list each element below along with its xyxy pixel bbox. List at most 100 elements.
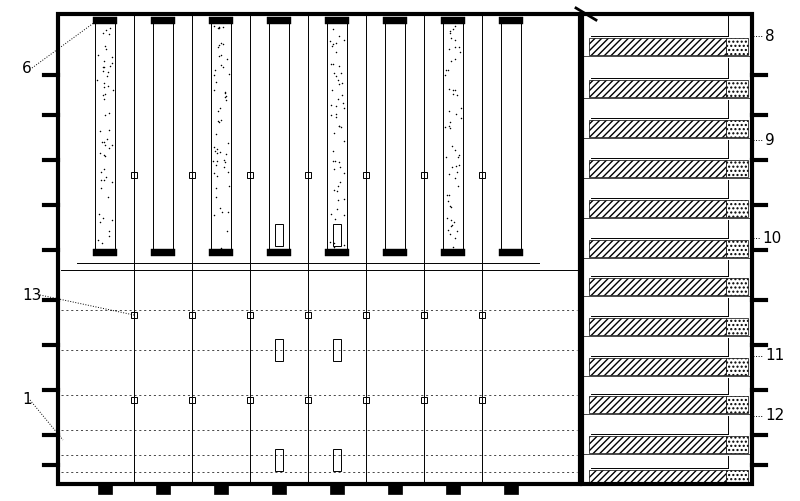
Bar [267, 249, 291, 256]
Point [218, 158, 231, 166]
Bar [589, 358, 726, 375]
Point [325, 101, 338, 109]
Point [207, 143, 220, 151]
Point [449, 37, 462, 45]
Point [333, 122, 346, 130]
Point [446, 25, 459, 33]
Point [334, 163, 346, 171]
Point [213, 41, 226, 49]
Point [338, 137, 350, 145]
Point [330, 187, 343, 195]
Point [210, 184, 222, 192]
Bar [726, 240, 748, 257]
Point [214, 244, 227, 252]
Point [105, 53, 118, 61]
Point [95, 176, 108, 184]
Point [216, 24, 229, 32]
Bar [421, 397, 427, 403]
Point [103, 24, 116, 32]
Point [438, 123, 451, 131]
Point [210, 172, 223, 180]
Point [330, 102, 342, 110]
Point [338, 36, 350, 44]
Text: 8: 8 [765, 29, 774, 44]
Point [334, 178, 346, 186]
Bar [211, 17, 231, 255]
Bar [214, 484, 228, 494]
Point [212, 43, 225, 51]
Point [99, 152, 112, 160]
Point [440, 214, 453, 222]
Point [214, 104, 226, 112]
Bar [589, 436, 726, 453]
Point [222, 70, 235, 78]
Point [222, 168, 234, 176]
Point [443, 27, 456, 35]
Point [219, 92, 232, 100]
Bar [726, 80, 748, 97]
Point [98, 165, 110, 173]
Bar [589, 240, 726, 257]
Bar [388, 484, 402, 494]
Point [440, 66, 453, 74]
Text: 9: 9 [765, 132, 774, 147]
Bar [363, 172, 369, 178]
Bar [421, 312, 427, 318]
Point [217, 63, 230, 71]
Bar [333, 224, 341, 246]
Text: 11: 11 [765, 349, 784, 364]
Point [333, 62, 346, 70]
Bar [93, 17, 117, 24]
Point [330, 18, 342, 26]
Bar [93, 249, 117, 256]
Point [102, 126, 115, 134]
Point [327, 129, 340, 137]
Point [447, 243, 460, 251]
Point [450, 227, 463, 235]
Bar [726, 470, 748, 483]
Point [98, 176, 110, 184]
Point [105, 178, 118, 186]
Point [333, 32, 346, 40]
Point [324, 60, 337, 68]
Point [327, 69, 340, 77]
Point [445, 142, 458, 150]
Point [98, 95, 110, 103]
Point [449, 55, 462, 63]
Point [98, 63, 111, 71]
Point [210, 193, 222, 201]
Point [447, 217, 460, 225]
Point [325, 210, 338, 218]
Point [445, 34, 458, 42]
Bar [383, 17, 407, 24]
Point [448, 146, 461, 154]
Point [328, 165, 341, 173]
Point [210, 157, 223, 165]
Bar [504, 484, 518, 494]
Point [330, 72, 342, 80]
Bar [589, 278, 726, 295]
Point [95, 138, 108, 146]
Point [97, 214, 110, 222]
Point [324, 238, 337, 246]
Point [332, 76, 345, 84]
Point [103, 30, 116, 38]
Bar [421, 172, 427, 178]
Point [92, 247, 105, 256]
Point [102, 109, 115, 117]
Point [333, 80, 346, 88]
Point [449, 86, 462, 94]
Bar [589, 396, 726, 413]
Point [454, 114, 467, 122]
Point [98, 111, 111, 119]
Point [216, 40, 229, 48]
Bar [267, 17, 291, 24]
Point [92, 51, 105, 59]
Point [213, 23, 226, 31]
Point [449, 234, 462, 242]
Point [449, 43, 462, 51]
Text: 13: 13 [22, 288, 42, 303]
Point [98, 58, 110, 66]
Point [443, 29, 456, 37]
Bar [333, 339, 341, 361]
